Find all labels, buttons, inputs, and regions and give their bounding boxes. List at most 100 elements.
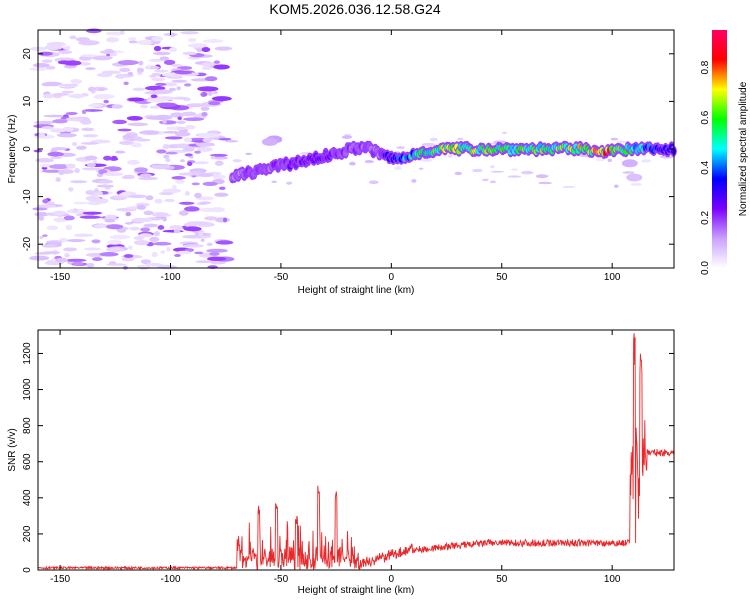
spectrogram-speckle (80, 54, 98, 57)
spectrogram-speckle (202, 137, 212, 143)
spectrogram-speckle (132, 87, 146, 91)
spectrogram-speckle (146, 116, 169, 120)
spectrogram-speckle (119, 140, 135, 145)
spectrogram-speckle (194, 150, 201, 154)
spectrogram-speckle (70, 78, 83, 84)
spectrogram-speckle (72, 201, 89, 205)
spectrogram-speckle (152, 51, 171, 56)
spectrogram-speckle (225, 140, 239, 143)
spectrogram-speckle (149, 236, 160, 242)
spectrogram-speckle (218, 137, 232, 141)
colorbar-tick-label: 0.6 (700, 110, 711, 124)
spectrogram-speckle (104, 214, 117, 219)
spectrogram-speckle (150, 94, 158, 99)
snr-x-ticks: -150 -100 -50 0 50 100 (50, 330, 621, 585)
spectrogram-y-ticks: -20 -10 0 10 20 (22, 48, 674, 251)
spectrogram-speckle (641, 159, 652, 163)
spectrogram-speckle (186, 103, 206, 108)
spectrogram-speckle (66, 117, 85, 122)
spectrogram-speckle (166, 246, 171, 252)
spectrogram-speckle (104, 48, 114, 54)
spectrogram-speckle (52, 210, 67, 216)
spectrogram-speckle (86, 262, 95, 268)
spectrogram-speckle (187, 56, 201, 60)
spectrogram-speckle (420, 158, 433, 162)
spectrogram-speckle (622, 171, 635, 174)
spectrogram-speckle (85, 67, 96, 71)
spectrogram-speckle (341, 135, 352, 139)
spectrogram-speckle (183, 117, 205, 121)
spectrogram-speckle (187, 38, 197, 43)
spectrogram-speckle (151, 77, 166, 82)
spectrogram-speckle (152, 212, 169, 218)
spectrogram-speckle (145, 85, 166, 91)
spectrogram-speckle (43, 114, 65, 118)
spectrogram-speckle (61, 90, 74, 94)
y-tick-label: 1200 (22, 342, 33, 365)
spectrogram-speckle (65, 112, 78, 115)
spectrogram-speckle (183, 83, 192, 87)
spectrogram-speckle (149, 105, 162, 109)
spectrogram-speckle (429, 137, 438, 142)
spectrogram-speckle (162, 82, 178, 87)
spectrogram-speckle (195, 260, 213, 263)
spectrogram-speckle (153, 45, 162, 52)
spectrogram-speckle (134, 167, 148, 173)
spectrogram-speckle (139, 173, 152, 178)
spectrogram-speckle (178, 201, 195, 205)
spectrogram-speckle (106, 224, 124, 230)
spectrogram-speckle (153, 231, 160, 237)
spectrogram-speckle (489, 180, 497, 184)
spectrogram-speckle (73, 233, 94, 237)
spectrogram-speckle (156, 149, 167, 154)
figure-title: KOM5.2026.036.12.58.G24 (269, 1, 440, 17)
spectrogram-speckle (183, 226, 202, 232)
spectrogram-speckle (104, 218, 116, 223)
spectrogram-speckle (81, 127, 95, 132)
snr-x-label: Height of straight line (km) (298, 585, 415, 596)
spectrogram-speckle (117, 59, 139, 66)
spectrogram-speckle (81, 167, 103, 171)
spectrogram-speckle (490, 170, 505, 173)
spectrogram-speckle (184, 191, 190, 196)
y-tick-label: 1000 (22, 378, 33, 401)
colorbar-tick-label: 0.0 (700, 261, 711, 275)
spectrogram-speckle (62, 126, 74, 132)
spectrogram-speckle (202, 39, 224, 43)
spectrogram-speckle (174, 71, 193, 75)
spectrogram-speckle (418, 167, 424, 170)
spectrogram-speckle (52, 119, 68, 124)
spectrogram-speckle (37, 132, 46, 138)
spectrogram-speckle (138, 176, 159, 181)
spectrogram-speckle (102, 172, 124, 177)
spectrogram-speckle (159, 56, 170, 61)
spectrogram-speckle (189, 170, 203, 174)
spectrogram-speckle (212, 90, 218, 95)
spectrogram-speckle (146, 98, 165, 103)
spectrogram-speckle (208, 101, 221, 106)
spectrogram-speckle (154, 198, 163, 204)
spectrogram-speckle (209, 252, 220, 256)
spectrogram-speckle (134, 239, 149, 246)
spectrogram-speckle (195, 142, 216, 147)
spectrogram-speckle (64, 253, 70, 258)
spectrogram-speckle (165, 158, 171, 163)
spectrogram-speckle (106, 37, 120, 43)
y-tick-label: 400 (22, 489, 33, 506)
spectrogram-speckle (50, 156, 63, 160)
spectrogram-speckle (162, 229, 184, 233)
spectrogram-speckle (490, 165, 495, 169)
spectrogram-speckle (78, 62, 91, 66)
spectrogram-speckle (130, 142, 142, 148)
spectrogram-speckle (210, 207, 226, 213)
spectrogram-speckle (65, 258, 87, 262)
spectrogram-speckle (394, 166, 402, 171)
spectrogram-speckle (162, 118, 167, 124)
spectrogram-speckle (211, 96, 232, 102)
spectrogram-blob (626, 173, 643, 182)
spectrogram-speckle (194, 251, 204, 255)
spectrogram-speckle (180, 31, 199, 35)
spectrogram-speckle (176, 120, 186, 125)
